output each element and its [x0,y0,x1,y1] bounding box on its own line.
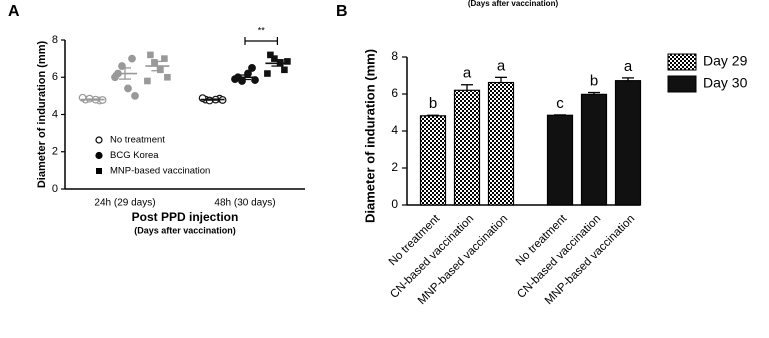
data-point [157,66,164,74]
y-tick-label: 8 [391,49,398,63]
x-axis-title: Post PPD injection [132,210,239,224]
bar [580,93,608,206]
legend-swatch [667,75,697,93]
y-tick-label: 2 [52,146,58,158]
legend-marker [95,151,103,160]
legend-label: Day 29 [703,53,748,69]
data-point [147,51,154,59]
x-tick-label: 48h (30 days) [214,198,275,209]
data-point [164,73,171,81]
legend-label: No treatment [110,135,165,146]
y-axis-label: Diameter of induration (mm) [362,49,377,223]
bar [453,89,481,206]
legend-label: Day 30 [703,75,748,91]
significance-letter: c [556,95,564,112]
data-point [271,55,278,62]
significance-letter: b [429,95,437,112]
bar [487,81,515,206]
data-point [281,66,288,74]
y-tick-label: 6 [391,86,398,100]
data-point [267,51,274,59]
data-point [111,73,119,82]
top-note: (Days after vaccination) [468,0,559,8]
data-point [124,84,132,93]
data-point [284,58,291,65]
significance-letter: a [497,57,506,74]
data-point [144,77,151,85]
panel-label: B [336,3,348,20]
data-point [248,64,256,72]
x-tick-label: 24h (29 days) [94,198,155,209]
data-point [277,59,284,66]
data-point [198,94,207,103]
y-tick-label: 6 [52,71,58,83]
legend-marker [95,136,103,144]
legend-label: MNP-based vaccination [110,166,210,177]
significance-letter: a [624,58,633,75]
y-tick-label: 8 [52,34,58,46]
data-point [244,69,252,78]
significance-letter: b [590,72,598,89]
bar [546,114,574,206]
panel-label: A [8,3,20,20]
significance-letter: a [463,65,472,82]
y-tick-label: 2 [391,160,398,174]
data-point [264,70,271,77]
data-point [161,55,168,62]
y-axis-label: Diameter of induration (mm) [36,41,48,189]
legend-marker [96,168,102,174]
data-point [238,77,246,85]
bar [419,115,447,206]
y-tick-label: 4 [52,108,58,120]
legend-label: BCG Korea [110,150,159,161]
data-point [151,59,158,66]
x-axis-subtitle: (Days after vaccination) [134,225,236,235]
data-point [131,91,139,100]
y-tick-label: 4 [391,123,398,137]
y-tick-label: 0 [391,197,398,211]
significance-label: ** [258,25,266,35]
legend-swatch [667,53,697,71]
data-point [128,54,136,63]
bar [614,80,642,206]
y-tick-label: 0 [52,183,58,195]
